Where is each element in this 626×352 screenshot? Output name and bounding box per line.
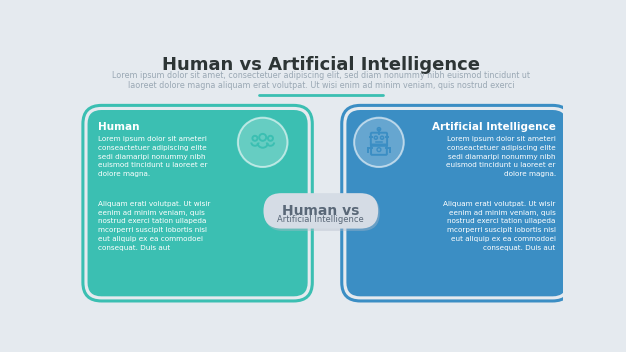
Text: laoreet dolore magna aliquam erat volutpat. Ut wisi enim ad minim veniam, quis n: laoreet dolore magna aliquam erat volutp… — [128, 81, 514, 90]
Circle shape — [354, 118, 404, 167]
Text: Aliquam erati volutpat. Ut wisir
eenim ad minim veniam, quis
nostrud exerci tati: Aliquam erati volutpat. Ut wisir eenim a… — [98, 201, 211, 251]
Text: Artificial Intelligence: Artificial Intelligence — [432, 122, 556, 132]
Text: Artificial Intelligence: Artificial Intelligence — [277, 215, 364, 224]
Text: Human: Human — [98, 122, 140, 132]
Circle shape — [238, 118, 287, 167]
Text: Lorem ipsum dolor sit ameteri
conseactetuer adipiscing elite
sedi diamaripi nonu: Lorem ipsum dolor sit ameteri conseactet… — [98, 136, 208, 177]
FancyBboxPatch shape — [83, 105, 312, 301]
FancyBboxPatch shape — [264, 193, 378, 228]
FancyBboxPatch shape — [342, 105, 571, 301]
FancyBboxPatch shape — [88, 110, 307, 296]
Text: Aliquam erati volutpat. Ut wisir
eenim ad minim veniam, quis
nostrud exerci tati: Aliquam erati volutpat. Ut wisir eenim a… — [443, 201, 556, 251]
Text: Human vs: Human vs — [282, 204, 359, 218]
Text: Lorem ipsum dolor sit ameteri
conseactetuer adipiscing elite
sedi diamaripi nonu: Lorem ipsum dolor sit ameteri conseactet… — [446, 136, 556, 177]
Text: Lorem ipsum dolor sit amet, consectetuer adipiscing elit, sed diam nonummy nibh : Lorem ipsum dolor sit amet, consectetuer… — [112, 71, 530, 81]
FancyBboxPatch shape — [346, 110, 567, 296]
Text: Human vs Artificial Intelligence: Human vs Artificial Intelligence — [162, 56, 480, 74]
FancyBboxPatch shape — [265, 195, 380, 231]
